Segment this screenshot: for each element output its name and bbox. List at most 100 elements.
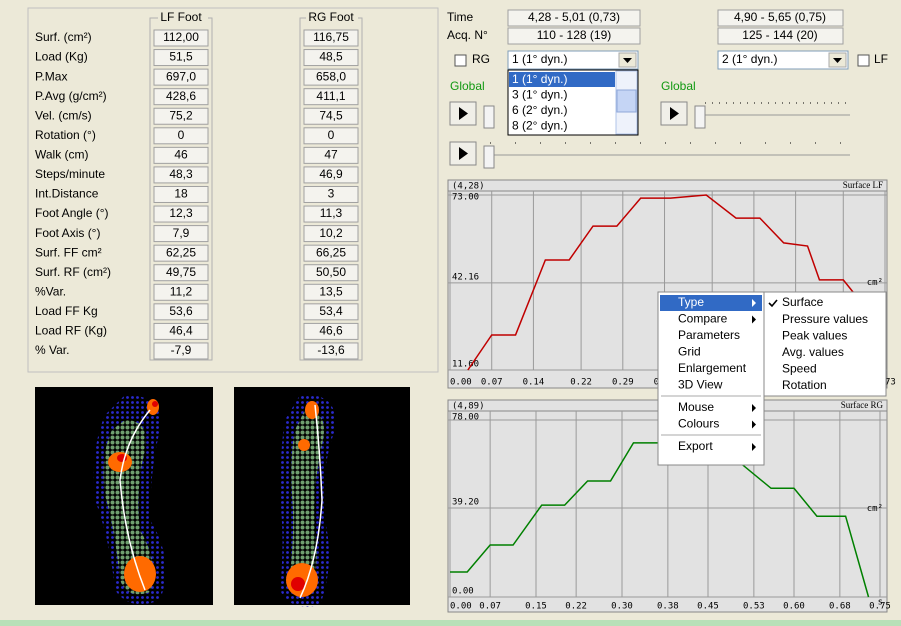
value: 10,2 [319,226,343,240]
x-tick-label: 0.22 [565,602,587,612]
value: 11,3 [320,206,343,220]
value: 3 [328,187,335,201]
chart-title: Surface LF [843,180,883,190]
menu-item[interactable]: Parameters [678,328,740,342]
y-unit: cm² [867,504,883,514]
menu-item[interactable]: Mouse [678,400,714,414]
row-label: Surf. (cm²) [35,30,92,44]
slider-thumb[interactable] [695,106,705,128]
global-label: Global [450,79,485,93]
value: 13,5 [319,284,343,298]
value: 697,0 [166,69,196,83]
x-tick-label: 0.53 [743,602,765,612]
right-select-value: 2 (1° dyn.) [722,52,778,66]
x-tick-label: 0.15 [525,602,547,612]
column-header: LF Foot [160,10,202,24]
x-tick-label: 0.29 [612,378,634,388]
lf-checkbox[interactable] [858,55,869,66]
value: 51,5 [169,50,193,64]
slider-thumb[interactable] [484,106,494,128]
submenu-item[interactable]: Avg. values [782,345,844,359]
row-label: Load FF Kg [35,304,98,318]
x-tick-label: 0.14 [523,378,545,388]
value: 48,3 [169,167,193,181]
menu-item[interactable]: 3D View [678,378,723,392]
value: 46,6 [319,324,343,338]
value: 658,0 [316,69,346,83]
y-unit: cm² [867,278,883,288]
left-select-value: 1 (1° dyn.) [512,52,568,66]
x-tick-label: 0.00 [450,378,472,388]
value: 11,2 [170,284,193,298]
x-tick-label: 0.60 [783,602,805,612]
select-option[interactable]: 1 (1° dyn.) [512,72,568,86]
value: 47 [324,148,338,162]
acq-label: Acq. N° [447,28,488,42]
row-label: % Var. [35,343,69,357]
x-tick-label: 0.00 [450,602,472,612]
value: 75,2 [169,108,193,122]
select-option[interactable]: 3 (1° dyn.) [512,88,568,102]
submenu-item[interactable]: Surface [782,295,824,309]
x-tick-label: 0.68 [829,602,851,612]
row-label: Int.Distance [35,187,99,201]
foot-image-lf [35,387,213,605]
row-label: Rotation (°) [35,128,96,142]
rg-checkbox[interactable] [455,55,466,66]
slider-thumb[interactable] [484,146,494,168]
rg-acq: 125 - 144 (20) [742,28,817,42]
submenu-item[interactable]: Speed [782,362,817,376]
menu-item[interactable]: Type [678,295,704,309]
y-tick-label: 78.00 [452,413,479,423]
submenu-item[interactable]: Peak values [782,328,847,342]
y-tick-label: 42.16 [452,272,479,282]
menu-item[interactable]: Grid [678,345,701,359]
value: 12,3 [169,206,193,220]
lf-checkbox-label: LF [874,52,888,66]
status-strip [0,620,901,626]
select-option[interactable]: 8 (2° dyn.) [512,119,568,133]
foot-image-rg [234,387,410,607]
global-label: Global [661,79,696,93]
row-label: Foot Axis (°) [35,226,100,240]
lf-time: 4,28 - 5,01 (0,73) [528,10,620,24]
x-tick-label: 0.38 [657,602,679,612]
row-label: Load RF (Kg) [35,324,107,338]
value: 46,9 [319,167,343,181]
value: 66,25 [316,245,346,259]
value: -7,9 [171,343,192,357]
value: 74,5 [319,108,343,122]
value: -13,6 [317,343,345,357]
row-label: Foot Angle (°) [35,206,109,220]
row-label: P.Avg (g/cm²) [35,89,107,103]
value: 116,75 [313,30,349,44]
y-tick-label: 73.00 [452,193,479,203]
row-label: Surf. RF (cm²) [35,265,111,279]
row-label: Surf. FF cm² [35,245,102,259]
value: 428,6 [166,89,196,103]
value: 50,50 [316,265,346,279]
rg-time: 4,90 - 5,65 (0,75) [734,10,826,24]
x-tick-label: 0.07 [479,602,501,612]
lf-acq: 110 - 128 (19) [537,28,612,42]
select-option[interactable]: 6 (2° dyn.) [512,103,568,117]
menu-item[interactable]: Compare [678,312,728,326]
x-tick-label: 0.07 [481,378,503,388]
value: 46,4 [169,324,193,338]
submenu-item[interactable]: Pressure values [782,312,868,326]
menu-item[interactable]: Colours [678,417,719,431]
menu-item[interactable]: Enlargement [678,361,747,375]
corner-label: (4,28) [452,182,485,192]
value: 18 [174,187,188,201]
value: 7,9 [173,226,190,240]
chart-title: Surface RG [841,400,884,410]
value: 48,5 [319,50,343,64]
y-tick-label: 11.60 [452,360,479,370]
scroll-thumb[interactable] [617,90,636,112]
menu-item[interactable]: Export [678,439,713,453]
row-label: %Var. [35,284,66,298]
y-tick-label: 39.20 [452,498,479,508]
value: 53,4 [319,304,343,318]
x-tick-label: 0.30 [611,602,633,612]
submenu-item[interactable]: Rotation [782,378,827,392]
